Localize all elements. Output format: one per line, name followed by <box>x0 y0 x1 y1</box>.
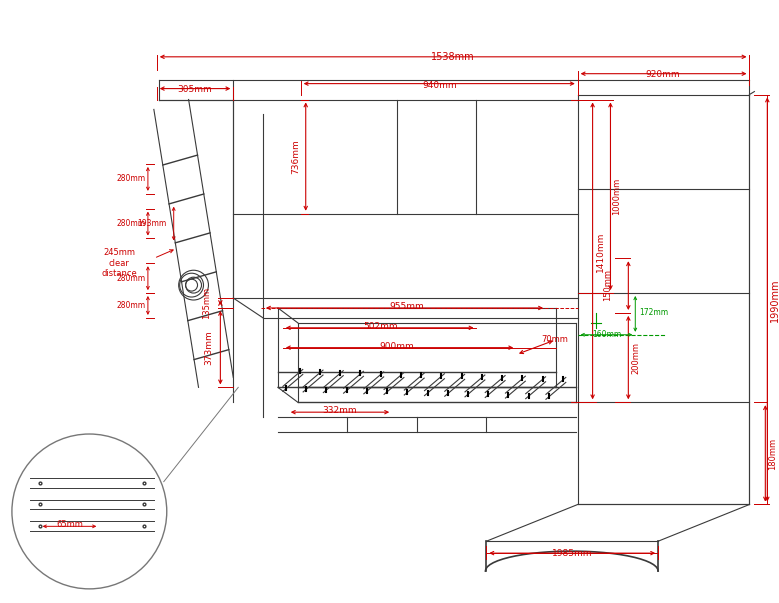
Text: 280mm: 280mm <box>117 274 146 283</box>
Text: 1538mm: 1538mm <box>431 52 474 62</box>
Text: 736mm: 736mm <box>291 140 300 174</box>
Text: 900mm: 900mm <box>379 342 414 350</box>
Text: 502mm: 502mm <box>363 322 397 331</box>
Text: 1410mm: 1410mm <box>596 231 605 271</box>
Text: 332mm: 332mm <box>323 406 357 415</box>
Text: 373mm: 373mm <box>204 330 213 365</box>
Text: 305mm: 305mm <box>177 84 212 93</box>
Text: 245mm
clear
distance: 245mm clear distance <box>101 248 137 278</box>
Text: 65mm: 65mm <box>56 520 83 529</box>
Text: 955mm: 955mm <box>390 302 425 311</box>
Text: 1985mm: 1985mm <box>552 549 592 558</box>
Text: 920mm: 920mm <box>646 70 680 79</box>
Text: 280mm: 280mm <box>117 301 146 310</box>
Text: 160mm: 160mm <box>592 330 621 339</box>
Text: 1000mm: 1000mm <box>612 178 622 215</box>
Text: 280mm: 280mm <box>117 219 146 228</box>
Text: 150mm: 150mm <box>604 269 612 301</box>
Text: 172mm: 172mm <box>640 308 668 317</box>
Text: 1990mm: 1990mm <box>770 278 779 322</box>
Text: 940mm: 940mm <box>422 81 457 90</box>
Text: 280mm: 280mm <box>117 174 146 183</box>
Text: 135mm: 135mm <box>203 287 211 319</box>
Text: 193mm: 193mm <box>138 219 167 228</box>
Text: 180mm: 180mm <box>768 438 777 470</box>
Text: 70mm: 70mm <box>541 335 568 344</box>
Text: 200mm: 200mm <box>631 341 640 374</box>
